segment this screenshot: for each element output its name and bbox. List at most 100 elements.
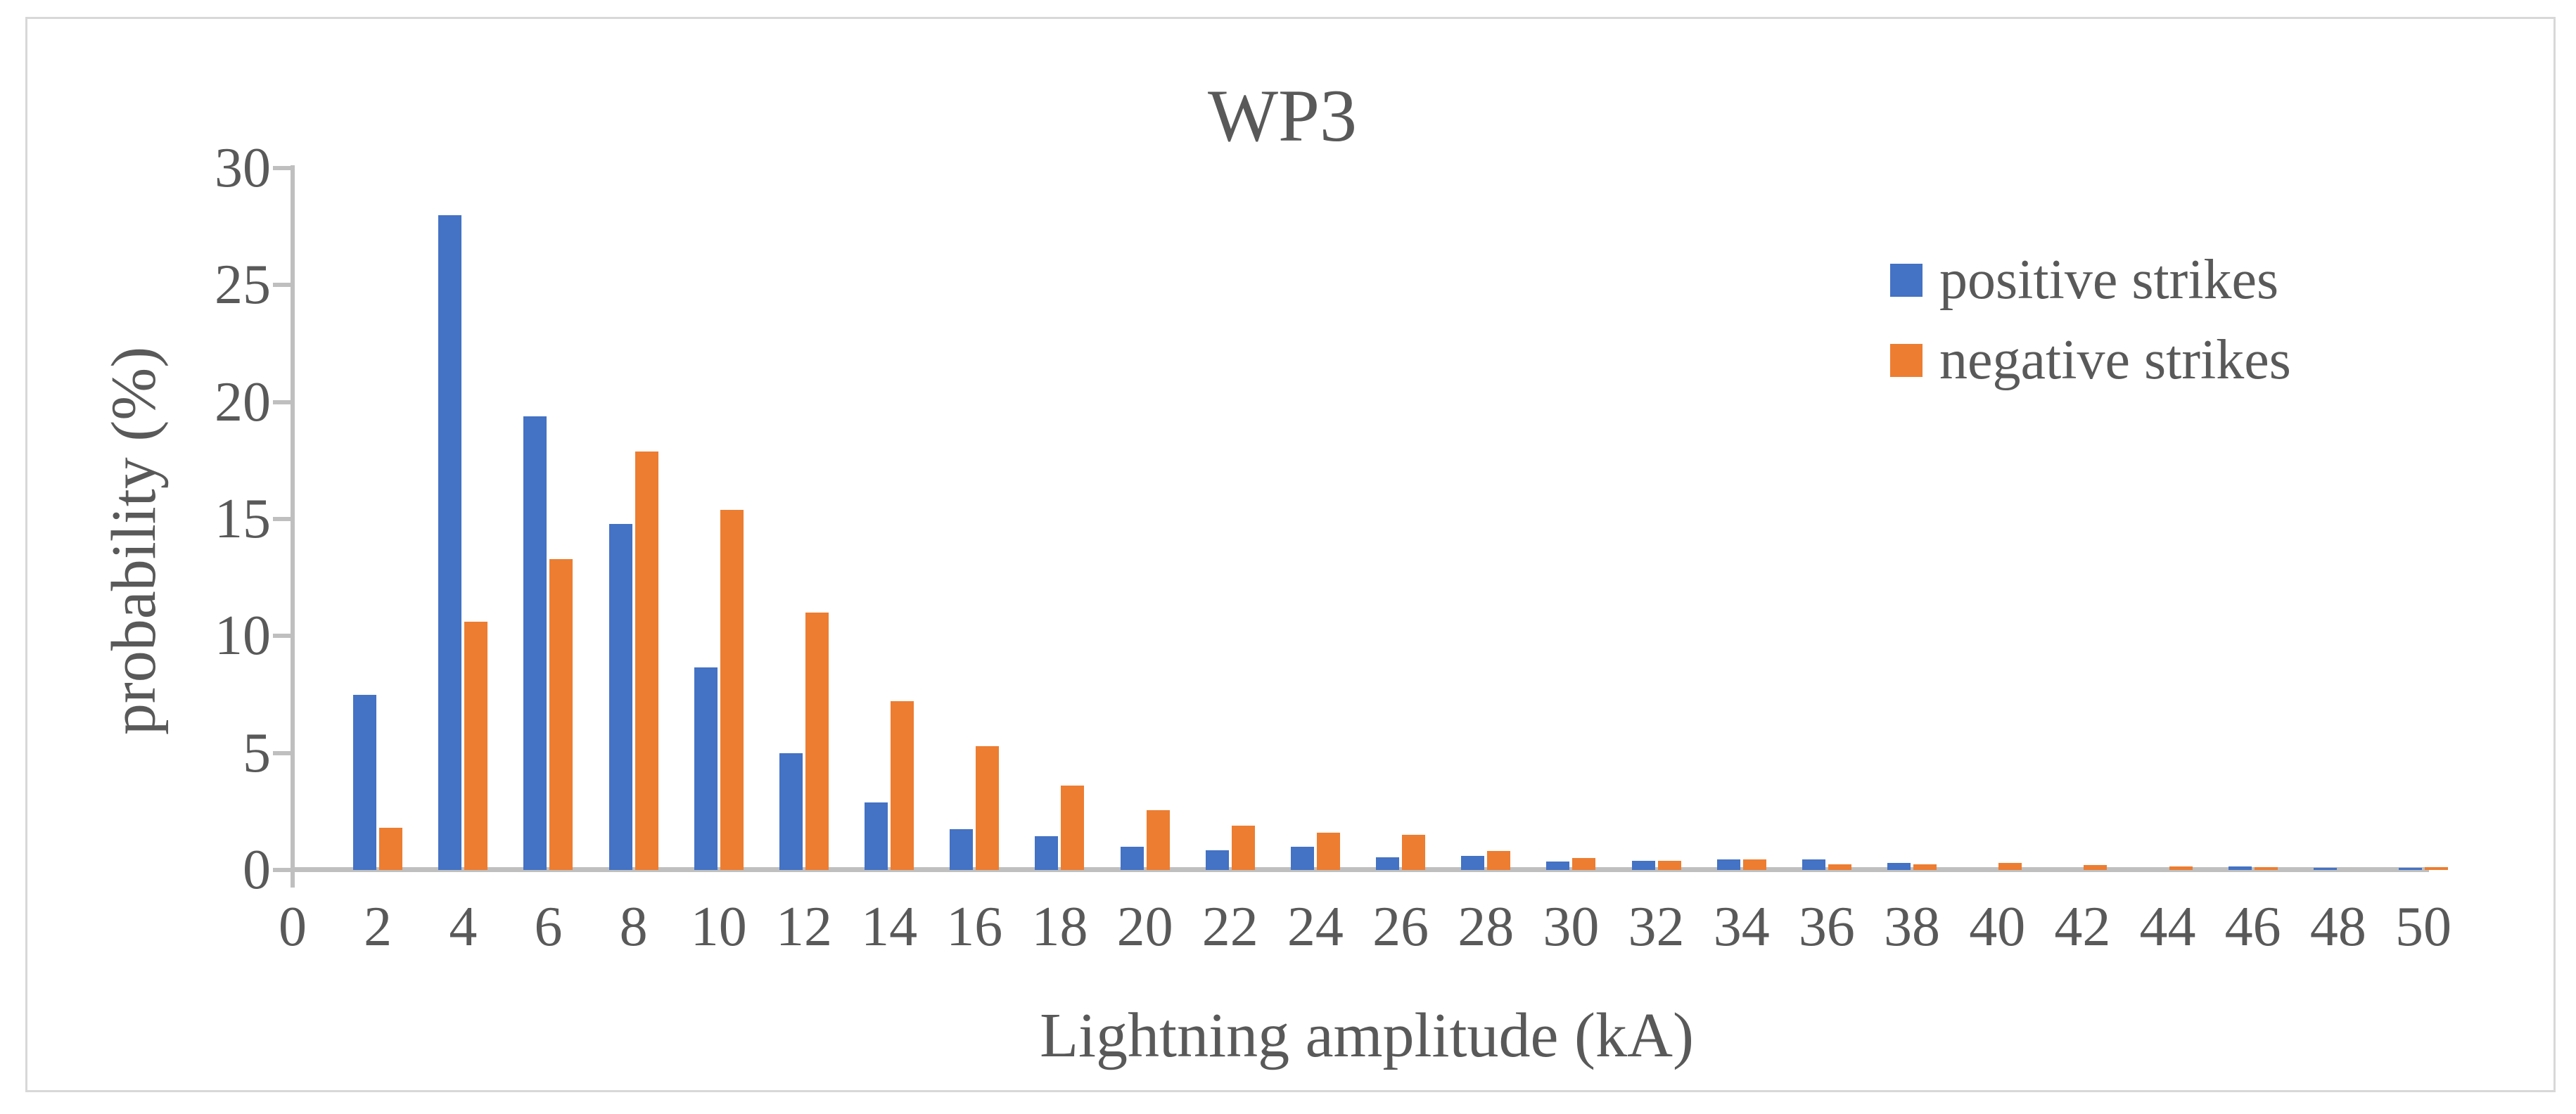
y-axis-line bbox=[291, 165, 295, 873]
x-tick-label: 20 bbox=[1116, 896, 1173, 958]
x-tick-label: 36 bbox=[1798, 896, 1855, 958]
bar-positive-2 bbox=[353, 695, 377, 870]
x-tick-label: 46 bbox=[2224, 896, 2281, 958]
bar-negative-20 bbox=[1146, 810, 1170, 870]
y-axis-title: probability (%) bbox=[99, 346, 169, 736]
bar-negative-18 bbox=[1061, 786, 1085, 870]
bar-positive-4 bbox=[438, 215, 462, 870]
bar-negative-10 bbox=[720, 510, 744, 870]
bar-negative-50 bbox=[2425, 867, 2448, 870]
bar-positive-30 bbox=[1546, 862, 1570, 870]
bar-negative-28 bbox=[1487, 851, 1511, 870]
x-tick-label: 40 bbox=[1969, 896, 2026, 958]
bar-negative-40 bbox=[1998, 863, 2022, 870]
x-tick-label: 22 bbox=[1201, 896, 1258, 958]
bar-positive-22 bbox=[1205, 850, 1229, 870]
bar-negative-12 bbox=[805, 613, 829, 870]
bar-positive-20 bbox=[1120, 847, 1144, 870]
legend-swatch-negative-icon bbox=[1890, 343, 1923, 377]
x-tick-label: 28 bbox=[1458, 896, 1515, 958]
x-axis-line bbox=[293, 867, 2429, 872]
legend-swatch-positive-icon bbox=[1890, 263, 1923, 297]
y-tick-label: 5 bbox=[243, 722, 271, 784]
bar-positive-8 bbox=[608, 524, 632, 870]
x-tick-label: 4 bbox=[449, 896, 478, 958]
y-tick-mark bbox=[273, 868, 293, 872]
x-tick-label: 12 bbox=[775, 896, 832, 958]
bar-negative-44 bbox=[2169, 866, 2193, 870]
bar-positive-24 bbox=[1290, 847, 1314, 870]
x-tick-label: 14 bbox=[861, 896, 918, 958]
bar-negative-42 bbox=[2084, 865, 2108, 870]
y-tick-label: 20 bbox=[215, 371, 271, 433]
legend: positive strikes negative strikes bbox=[1890, 240, 2291, 400]
bar-negative-8 bbox=[635, 452, 658, 870]
bar-positive-6 bbox=[523, 416, 547, 870]
x-axis-title: Lightning amplitude (kA) bbox=[1040, 1001, 1694, 1070]
bar-positive-48 bbox=[2313, 868, 2337, 870]
y-tick-label: 25 bbox=[215, 254, 271, 316]
bar-positive-28 bbox=[1461, 856, 1485, 870]
x-tick-label: 38 bbox=[1884, 896, 1941, 958]
bar-negative-6 bbox=[549, 559, 573, 870]
bar-positive-38 bbox=[1887, 863, 1911, 870]
y-tick-label: 0 bbox=[243, 839, 271, 901]
bar-positive-34 bbox=[1716, 859, 1740, 870]
bar-positive-10 bbox=[694, 667, 718, 870]
bar-positive-36 bbox=[1802, 859, 1825, 870]
y-tick-label: 30 bbox=[215, 137, 271, 200]
y-tick-mark bbox=[273, 517, 293, 521]
bar-negative-26 bbox=[1402, 835, 1426, 870]
x-tick-label: 6 bbox=[534, 896, 563, 958]
bar-negative-14 bbox=[891, 701, 914, 870]
x-tick-label: 50 bbox=[2395, 896, 2451, 958]
y-tick-label: 10 bbox=[215, 605, 271, 667]
bar-positive-32 bbox=[1631, 861, 1655, 870]
y-tick-mark bbox=[273, 399, 293, 404]
y-tick-mark bbox=[273, 750, 293, 755]
x-tick-label: 10 bbox=[690, 896, 747, 958]
bar-positive-16 bbox=[950, 829, 974, 870]
y-tick-mark bbox=[273, 166, 293, 171]
bar-positive-18 bbox=[1035, 836, 1059, 870]
bar-negative-32 bbox=[1657, 861, 1681, 870]
bar-negative-16 bbox=[976, 746, 1000, 870]
x-tick-label: 42 bbox=[2054, 896, 2111, 958]
x-tick-label: 24 bbox=[1287, 896, 1344, 958]
bar-negative-36 bbox=[1828, 864, 1851, 870]
origin-tick-mark bbox=[291, 872, 295, 888]
bar-negative-24 bbox=[1316, 833, 1340, 870]
legend-label-positive: positive strikes bbox=[1939, 249, 2279, 311]
x-tick-label: 48 bbox=[2309, 896, 2366, 958]
x-tick-label: 0 bbox=[279, 896, 307, 958]
x-tick-label: 32 bbox=[1628, 896, 1685, 958]
bar-positive-12 bbox=[779, 753, 803, 870]
legend-item-positive: positive strikes bbox=[1890, 240, 2291, 320]
x-tick-label: 30 bbox=[1543, 896, 1600, 958]
bar-positive-46 bbox=[2228, 866, 2252, 870]
y-tick-mark bbox=[273, 283, 293, 288]
x-tick-label: 8 bbox=[619, 896, 648, 958]
y-tick-label: 15 bbox=[215, 488, 271, 550]
x-tick-label: 34 bbox=[1713, 896, 1770, 958]
y-tick-mark bbox=[273, 634, 293, 639]
bar-negative-2 bbox=[379, 828, 403, 870]
bar-positive-14 bbox=[865, 802, 888, 870]
x-tick-label: 26 bbox=[1372, 896, 1429, 958]
bar-negative-46 bbox=[2254, 867, 2278, 870]
bar-positive-26 bbox=[1376, 857, 1400, 870]
bar-positive-50 bbox=[2399, 868, 2422, 870]
bar-negative-30 bbox=[1572, 858, 1596, 870]
bar-negative-34 bbox=[1742, 859, 1766, 870]
bar-negative-38 bbox=[1913, 864, 1937, 870]
bar-negative-4 bbox=[464, 622, 488, 870]
x-tick-label: 18 bbox=[1031, 896, 1088, 958]
legend-item-negative: negative strikes bbox=[1890, 320, 2291, 400]
x-tick-label: 44 bbox=[2139, 896, 2196, 958]
x-tick-label: 2 bbox=[364, 896, 393, 958]
x-tick-label: 16 bbox=[946, 896, 1003, 958]
bar-negative-22 bbox=[1231, 826, 1255, 870]
chart-title: WP3 bbox=[1208, 75, 1357, 157]
legend-label-negative: negative strikes bbox=[1939, 329, 2291, 391]
